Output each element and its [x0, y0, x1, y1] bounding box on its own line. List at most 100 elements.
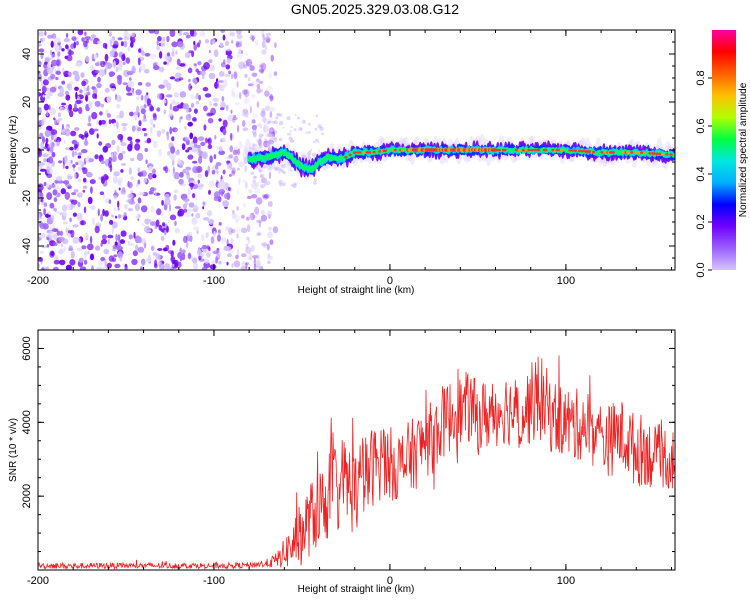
- colorbar-label: Normalized spectral amplitude: [738, 82, 749, 217]
- y-tick-label: 6000: [21, 336, 33, 360]
- noise-blob: [132, 250, 138, 257]
- noise-blob: [88, 115, 91, 123]
- track-peak: [530, 148, 534, 152]
- noise-blob: [109, 39, 113, 48]
- noise-blob: [66, 54, 73, 62]
- noise-speck: [301, 154, 304, 157]
- y-tick-label: 4000: [21, 410, 33, 434]
- noise-blob: [237, 167, 240, 171]
- noise-blob: [65, 94, 71, 101]
- track-peak: [503, 148, 507, 152]
- noise-blob: [162, 36, 166, 42]
- noise-blob: [68, 81, 74, 85]
- noise-blob: [38, 70, 41, 74]
- noise-blob: [256, 101, 260, 108]
- noise-blob: [121, 150, 126, 155]
- noise-blob: [111, 221, 118, 229]
- colorbar-tick-label: 0.0: [695, 262, 707, 277]
- noise-blob: [197, 173, 203, 179]
- noise-blob: [232, 209, 235, 214]
- noise-blob: [226, 261, 229, 266]
- noise-blob: [261, 107, 266, 114]
- noise-blob: [85, 87, 88, 92]
- track-peak: [592, 150, 596, 154]
- noise-blob: [63, 140, 67, 144]
- noise-blob: [91, 111, 98, 120]
- noise-blob: [204, 259, 210, 264]
- noise-blob: [250, 181, 257, 188]
- noise-blob: [145, 159, 148, 164]
- noise-blob: [172, 263, 175, 267]
- noise-blob: [58, 160, 63, 164]
- snr-line: [38, 355, 675, 570]
- noise-blob: [108, 199, 112, 204]
- noise-blob: [61, 127, 66, 135]
- noise-blob: [150, 186, 155, 195]
- noise-blob: [178, 261, 182, 268]
- noise-blob: [263, 124, 266, 132]
- noise-blob: [231, 40, 234, 44]
- snr-x-ticks: -200 -100 0 100: [27, 330, 672, 587]
- noise-blob: [193, 205, 199, 213]
- noise-blob: [148, 30, 155, 34]
- noise-blob: [228, 70, 232, 75]
- noise-blob: [86, 91, 91, 96]
- noise-speck: [310, 148, 313, 151]
- noise-blob: [146, 137, 152, 144]
- noise-blob: [38, 43, 42, 47]
- noise-blob: [220, 61, 226, 68]
- noise-blob: [243, 113, 247, 117]
- noise-blob: [44, 129, 51, 137]
- noise-blob: [112, 176, 118, 184]
- noise-blob: [199, 31, 206, 37]
- noise-blob: [158, 224, 163, 231]
- noise-blob: [158, 66, 165, 73]
- noise-blob: [258, 138, 262, 147]
- noise-blob: [198, 183, 202, 186]
- noise-blob: [52, 189, 58, 196]
- noise-blob: [207, 138, 211, 143]
- noise-blob: [172, 239, 176, 246]
- noise-blob: [201, 151, 208, 160]
- noise-blob: [268, 171, 272, 180]
- noise-blob: [162, 222, 165, 227]
- x-tick-label: 0: [387, 275, 393, 287]
- noise-blob: [229, 173, 232, 177]
- noise-blob: [259, 60, 263, 66]
- noise-blob: [135, 138, 141, 143]
- noise-speck: [274, 167, 278, 171]
- noise-blob: [65, 44, 69, 49]
- noise-blob: [251, 81, 255, 88]
- noise-blob: [247, 257, 253, 261]
- noise-blob: [75, 99, 82, 105]
- noise-blob: [154, 259, 158, 267]
- noise-blob: [185, 166, 192, 171]
- noise-blob: [51, 59, 58, 66]
- noise-blob: [243, 179, 246, 183]
- noise-blob: [231, 170, 236, 176]
- noise-blob: [43, 103, 50, 111]
- noise-blob: [140, 258, 146, 266]
- noise-speck: [287, 132, 290, 136]
- noise-blob: [42, 94, 45, 98]
- noise-blob: [221, 96, 225, 102]
- noise-blob: [236, 233, 239, 239]
- noise-blob: [171, 99, 176, 105]
- noise-blob: [46, 148, 50, 152]
- noise-speck: [277, 167, 282, 172]
- noise-blob: [81, 80, 87, 87]
- noise-blob: [55, 70, 61, 76]
- noise-blob: [234, 145, 240, 154]
- noise-blob: [97, 208, 100, 217]
- noise-blob: [155, 208, 162, 216]
- noise-blob: [136, 105, 140, 114]
- noise-blob: [228, 187, 231, 192]
- noise-blob: [119, 256, 123, 262]
- noise-blob: [169, 30, 176, 37]
- noise-blob: [134, 111, 138, 116]
- noise-blob: [59, 259, 66, 266]
- noise-blob: [84, 250, 87, 257]
- noise-blob: [229, 162, 233, 170]
- noise-blob: [70, 130, 77, 137]
